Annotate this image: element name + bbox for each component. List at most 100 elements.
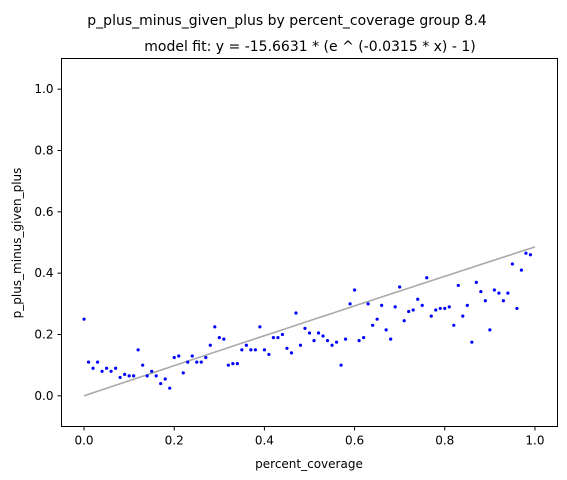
data-point <box>267 352 271 357</box>
data-point <box>452 323 456 327</box>
data-point <box>470 340 474 344</box>
data-point <box>217 335 221 340</box>
data-point <box>204 355 208 360</box>
chart-subtitle: model fit: y = -15.6631 * (e ^ (-0.0315 … <box>144 39 475 55</box>
data-point <box>352 288 357 292</box>
data-point <box>357 339 361 343</box>
data-point <box>303 326 307 330</box>
data-point <box>118 375 122 380</box>
y-axis-label: p_plus_minus_given_plus <box>10 168 24 319</box>
data-point <box>316 331 321 335</box>
data-point <box>393 305 397 309</box>
data-point <box>91 366 95 370</box>
data-point <box>524 251 528 255</box>
x-tick-label: 0.0 <box>74 434 93 448</box>
data-point <box>226 363 230 367</box>
y-tick-label: 0.2 <box>34 328 53 342</box>
data-point <box>375 317 379 321</box>
data-point <box>95 360 100 364</box>
data-point <box>443 306 447 311</box>
data-point <box>380 303 384 307</box>
data-point <box>371 323 375 327</box>
data-point <box>104 366 109 370</box>
data-points <box>82 251 533 390</box>
data-point <box>109 369 113 373</box>
data-point <box>127 374 131 378</box>
data-point <box>244 343 248 347</box>
data-point <box>222 337 226 341</box>
data-point <box>492 288 496 292</box>
data-point <box>456 283 460 288</box>
data-point <box>276 335 280 340</box>
data-point <box>402 319 406 323</box>
data-point <box>190 354 194 358</box>
data-point <box>515 306 519 311</box>
data-point <box>298 343 303 347</box>
data-point <box>177 354 181 358</box>
data-point <box>434 308 438 312</box>
data-point <box>294 311 298 315</box>
y-tick-label: 0.4 <box>34 266 53 280</box>
data-point <box>132 374 136 378</box>
y-tick-label: 0.0 <box>34 389 53 403</box>
data-point <box>411 308 415 312</box>
data-point <box>407 309 411 314</box>
data-point <box>307 331 312 335</box>
data-point <box>519 268 524 272</box>
data-point <box>438 306 442 311</box>
data-point <box>181 371 185 375</box>
data-point <box>240 348 244 352</box>
data-point <box>488 328 492 332</box>
data-point <box>195 360 199 364</box>
data-point <box>362 335 366 340</box>
data-point <box>114 366 118 370</box>
data-point <box>154 374 158 378</box>
data-point <box>285 346 289 350</box>
data-point <box>334 340 339 344</box>
data-point <box>366 302 370 306</box>
data-point <box>429 314 433 318</box>
data-point <box>150 369 154 373</box>
data-point <box>528 253 533 257</box>
data-point <box>186 360 190 364</box>
data-point <box>465 303 469 307</box>
data-point <box>159 381 163 386</box>
data-point <box>339 363 343 367</box>
data-point <box>82 317 86 321</box>
data-point <box>100 369 104 373</box>
x-tick-label: 0.4 <box>255 434 274 448</box>
plot-area <box>61 58 558 427</box>
data-point <box>330 343 334 347</box>
data-point <box>249 348 253 352</box>
data-point <box>501 299 505 303</box>
data-point <box>280 332 285 337</box>
data-point <box>389 337 393 341</box>
data-point <box>506 291 510 295</box>
data-point <box>145 374 149 378</box>
data-point <box>510 262 515 266</box>
data-point <box>163 377 167 381</box>
x-tick-label: 1.0 <box>525 434 544 448</box>
data-point <box>253 348 257 352</box>
data-point <box>398 285 402 289</box>
data-point <box>420 303 424 307</box>
data-point <box>289 351 294 355</box>
y-tick-label: 1.0 <box>34 82 53 96</box>
x-tick-label: 0.8 <box>435 434 454 448</box>
data-point <box>258 325 262 329</box>
data-point <box>172 355 176 360</box>
data-point <box>474 280 478 284</box>
data-point <box>384 328 388 332</box>
chart-title: p_plus_minus_given_plus by percent_cover… <box>87 13 486 29</box>
x-tick-label: 0.2 <box>165 434 184 448</box>
data-point <box>141 363 145 367</box>
data-point <box>231 362 235 366</box>
x-axis-label: percent_coverage <box>255 457 363 471</box>
y-tick-label: 0.8 <box>34 144 53 158</box>
x-tick-label: 0.6 <box>345 434 364 448</box>
y-axis-ticks: 0.0 0.2 0.4 0.6 0.8 1.0 <box>34 82 62 403</box>
y-tick-label: 0.6 <box>34 205 53 219</box>
data-point <box>262 348 267 352</box>
data-point <box>343 337 348 341</box>
